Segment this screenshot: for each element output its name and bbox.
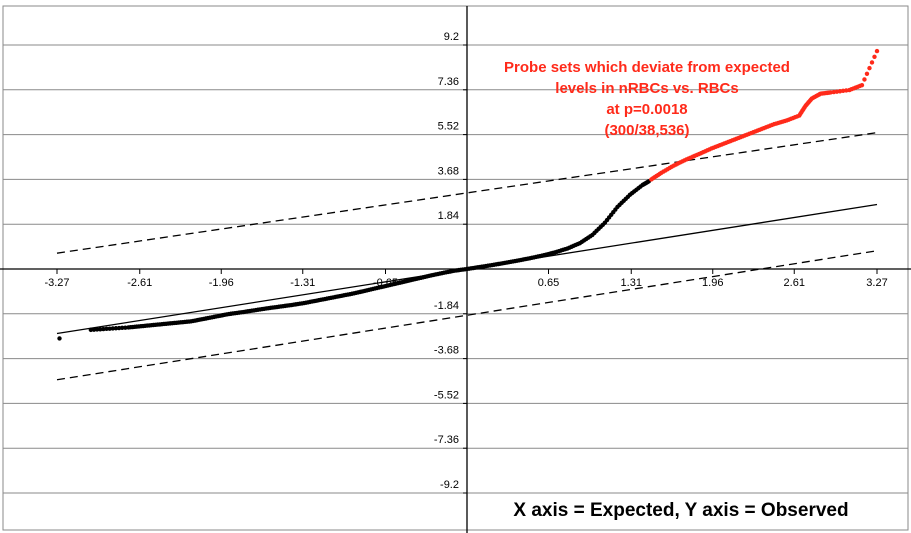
point-s1-18-fill-1 <box>862 77 867 82</box>
y-tick-label-6: -3.68 <box>434 345 459 357</box>
point-s0-1-fill-5 <box>104 326 109 332</box>
y-tick-label-1: 7.36 <box>438 76 459 88</box>
x-tick-label-9: 3.27 <box>866 277 887 289</box>
y-tick-label-3: 3.68 <box>438 165 459 177</box>
y-tick-label-2: 5.52 <box>438 121 459 133</box>
x-tick-label-0: -3.27 <box>44 277 69 289</box>
y-tick-label-8: -7.36 <box>434 434 459 446</box>
x-tick-label-1: -2.61 <box>127 277 152 289</box>
annotation-line-4: (300/38,536) <box>604 122 689 139</box>
y-tick-label-7: -5.52 <box>434 389 459 401</box>
point-s0-1 <box>88 327 94 333</box>
point-s1-19 <box>874 48 880 54</box>
point-s0-1-fill-1 <box>91 327 97 332</box>
plot-frame <box>2 5 909 531</box>
point-s1-18-fill-5 <box>872 54 877 59</box>
data-points <box>57 48 880 341</box>
x-tick-label-8: 2.61 <box>784 277 805 289</box>
y-tick-label-5: -1.84 <box>434 300 459 312</box>
point-s1-18-fill-3 <box>867 65 872 71</box>
annotation-line-2: levels in nRBCs vs. RBCs <box>555 80 738 97</box>
point-s0-2-fill-5 <box>123 325 128 330</box>
gridlines <box>3 44 908 494</box>
point-s1-18 <box>859 82 865 88</box>
point-s0-2 <box>107 326 112 331</box>
point-s0-2-fill-2 <box>113 326 119 331</box>
point-s0-2-fill-3 <box>116 325 122 331</box>
point-s0-0 <box>57 336 62 341</box>
reference-line-1 <box>56 132 878 254</box>
y-tick-label-4: 1.84 <box>438 210 459 222</box>
point-s0-2-fill-4 <box>119 325 125 331</box>
axis-caption: X axis = Expected, Y axis = Observed <box>513 500 848 521</box>
point-s1-18-fill-2 <box>864 71 870 77</box>
x-tick-label-6: 1.31 <box>621 277 642 289</box>
point-s0-2-fill-1 <box>110 326 115 331</box>
y-tick-label-0: 9.2 <box>444 31 459 43</box>
annotation-line-3: at p=0.0018 <box>606 101 687 118</box>
reference-line-2 <box>56 250 878 381</box>
y-tick-label-9: -9.2 <box>440 479 459 491</box>
point-s0-1-fill-4 <box>101 326 106 332</box>
point-s1-18-fill-4 <box>869 60 875 65</box>
point-s0-1-fill-3 <box>98 327 103 332</box>
x-tick-label-5: 0.65 <box>538 277 559 289</box>
annotation-line-1: Probe sets which deviate from expected <box>504 59 790 76</box>
y-tick-labels: 9.2 7.36 5.52 3.68 1.84 -1.84 -3.68 -5.52 -7.36 -… <box>434 31 459 491</box>
x-tick-label-7: 1.96 <box>702 277 723 289</box>
x-tick-label-3: -1.31 <box>290 277 315 289</box>
point-s0-1-fill-2 <box>94 327 100 332</box>
x-tick-label-2: -1.96 <box>209 277 234 289</box>
